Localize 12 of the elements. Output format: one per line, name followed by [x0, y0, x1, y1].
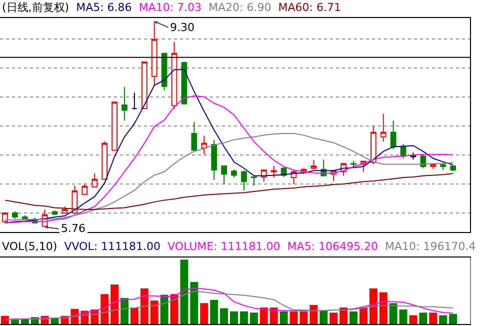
text: VVOL: 111181.00	[64, 240, 161, 253]
annotation: 5.76	[61, 222, 86, 235]
annotation: 9.30	[170, 21, 194, 34]
text: MA10: 7.03	[138, 1, 202, 14]
text: MA60: 6.71	[278, 1, 341, 14]
text: VOLUME: 111181.00	[168, 240, 280, 253]
text: MA20: 6.90	[208, 1, 272, 14]
text: MA10: 196170.4	[385, 240, 476, 253]
chart-title: (日线,前复权)	[2, 1, 70, 14]
text: MA5: 6.86	[76, 1, 132, 14]
text: MA5: 106495.20	[287, 240, 378, 253]
chart-title: VOL(5,10)	[2, 240, 58, 253]
